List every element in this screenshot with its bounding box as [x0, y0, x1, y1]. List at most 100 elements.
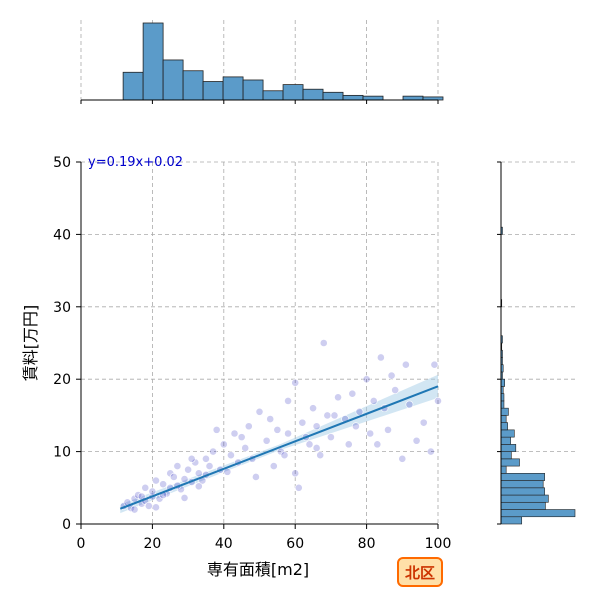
scatter-point [405, 400, 414, 409]
right-hist-bar [500, 501, 546, 510]
scatter-point [152, 476, 160, 485]
scatter-point [334, 393, 342, 402]
scatter-point [219, 440, 228, 449]
y-tick-label-20: 20 [53, 372, 71, 388]
y-tick-label-0: 0 [62, 517, 71, 533]
scatter-point [384, 425, 392, 434]
scatter-point [152, 503, 160, 512]
right-hist-bar [500, 473, 545, 481]
top-hist-bar [342, 94, 364, 101]
scatter-point [173, 462, 182, 470]
scatter-point [169, 473, 178, 481]
scatter-point [212, 425, 221, 434]
right-hist-bar [500, 458, 520, 467]
scatter-point [351, 422, 360, 431]
right-hist-bar [500, 480, 544, 489]
right-hist-bar [500, 451, 512, 460]
y-tick-label-50: 50 [53, 155, 71, 171]
scatter-point [430, 360, 439, 369]
scatter-point [180, 494, 189, 502]
scatter-point [252, 473, 260, 481]
top-hist-bar [242, 79, 264, 101]
main-grid [81, 161, 439, 524]
scatter-point [273, 425, 282, 434]
scatter-point [269, 462, 278, 470]
scatter-point [280, 451, 289, 460]
y-tick-label-10: 10 [53, 445, 71, 461]
scatter-point [180, 475, 189, 484]
scatter-point [391, 386, 400, 394]
scatter-point [284, 397, 292, 405]
scatter-point [209, 447, 217, 456]
regression-equation: y=0.19x+0.02 [88, 155, 183, 170]
scatter-point [398, 454, 407, 463]
scatter-point [387, 371, 396, 380]
scatter-point [227, 451, 235, 460]
x-tick-label-20: 20 [143, 536, 161, 552]
right-hist-bar [500, 509, 576, 518]
scatter-point [187, 454, 196, 463]
scatter-point [401, 360, 410, 369]
scatter-point [284, 429, 292, 438]
scatter-point [184, 465, 192, 474]
region-badge-background [397, 557, 443, 587]
scatter-point [202, 454, 210, 463]
x-tick-label-80: 80 [358, 536, 376, 552]
scatter-point [130, 505, 139, 514]
scatter-point [305, 440, 314, 449]
scatter-point [205, 462, 214, 470]
scatter-point [291, 469, 300, 478]
scatter-point [144, 501, 153, 510]
top-hist-bar [322, 91, 344, 101]
region-badge: 北区 [397, 557, 443, 587]
top-histogram [80, 20, 444, 104]
top-hist-bar [122, 71, 144, 101]
top-hist-bar [282, 84, 304, 101]
regression-line [119, 385, 439, 510]
scatter-point [241, 444, 250, 452]
scatter-point [373, 440, 382, 449]
right-hist-bar [500, 487, 545, 496]
scatter-point [262, 436, 271, 445]
top-hist-bar [362, 95, 384, 101]
right-histogram [497, 161, 578, 525]
scatter-point [344, 440, 353, 449]
scatter-point [255, 407, 264, 416]
scatter-point [298, 418, 307, 427]
scatter-point [316, 451, 325, 460]
top-hist-bar [202, 81, 224, 101]
right-hist-bar [500, 415, 507, 423]
scatter-point [319, 339, 328, 347]
scatter-point [362, 375, 371, 384]
scatter-point [419, 418, 428, 427]
scatter-point [294, 483, 303, 492]
x-tick-label-0: 0 [77, 536, 86, 552]
scatter-point [148, 487, 157, 496]
x-axis-label: 専有面積[m2] [207, 560, 309, 579]
x-tick-label-100: 100 [425, 536, 452, 552]
regression-line-group [119, 385, 439, 510]
top-hist-bar [222, 76, 244, 101]
scatter-point [291, 378, 300, 387]
scatter-point [434, 397, 442, 405]
top-hist-bar [302, 88, 324, 101]
top-hist-bar [162, 59, 184, 101]
right-hist-bar [500, 444, 517, 452]
scatter-point [266, 415, 275, 423]
top-hist-bar [262, 90, 284, 101]
scatter-point [141, 483, 150, 492]
x-tick-label-40: 40 [215, 536, 233, 552]
scatter-point [244, 422, 253, 431]
scatter-point [312, 422, 321, 431]
right-hist-bar [500, 378, 506, 387]
scatter-point [194, 469, 203, 478]
y-tick-label-30: 30 [53, 300, 71, 316]
right-hist-bar [500, 436, 511, 445]
scatter-point [330, 411, 339, 420]
right-hist-bar [500, 516, 523, 525]
scatter-point [326, 433, 335, 442]
scatter-point [426, 447, 435, 456]
scatter-point [230, 429, 239, 438]
